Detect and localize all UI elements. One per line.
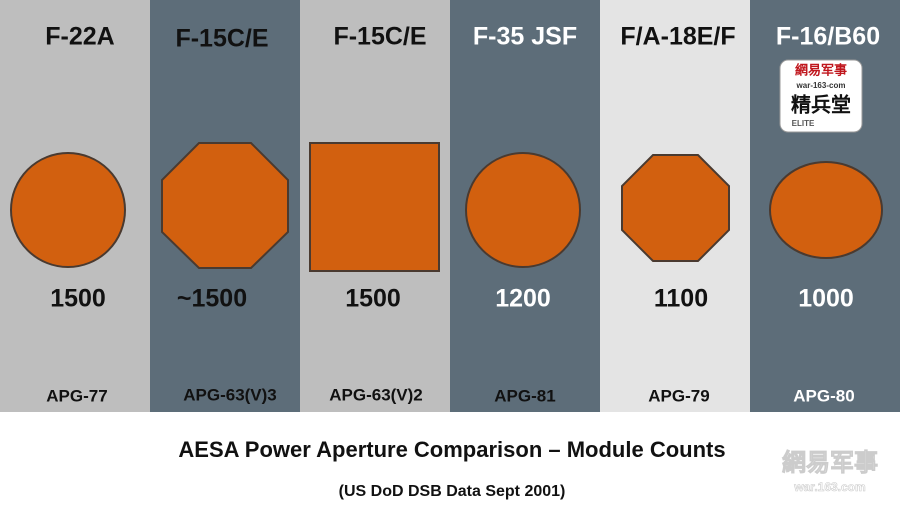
watermark-brand: 網易军事 [782,449,878,476]
radar-name: APG-63(V)3 [183,385,277,404]
aircraft-name: F/A-18E/F [620,23,735,51]
aircraft-name: F-15C/E [175,25,268,53]
aircraft-name: F-22A [45,23,114,51]
title: AESA Power Aperture Comparison – Module … [178,437,725,462]
module-count: 1500 [345,285,401,313]
aircraft-name: F-16/B60 [776,23,880,51]
aperture-shape [309,142,440,272]
aircraft-name: F-15C/E [333,23,426,51]
radar-name: APG-80 [793,386,854,405]
logo-site: war-163-com [796,81,846,90]
aperture-shape [465,152,581,268]
aperture-shape [769,161,883,259]
subtitle: (US DoD DSB Data Sept 2001) [339,483,566,500]
logo-brand: 網易军事 [795,62,847,77]
module-count: 1500 [50,285,106,313]
aperture-shape [10,152,126,268]
logo-box [779,59,863,133]
logo-tag: ELITE [792,119,815,128]
logo: 網易军事 war-163-com 精兵堂 ELITE [779,59,863,133]
logo-name: 精兵堂 [791,92,851,116]
aircraft-name: F-35 JSF [473,23,577,51]
module-count: ~1500 [177,285,247,313]
radar-name: APG-81 [494,386,555,405]
module-count: 1000 [798,285,854,313]
watermark-site: war.163.com [793,480,865,494]
module-count: 1200 [495,285,551,313]
aperture-shape [161,142,289,269]
radar-name: APG-77 [46,386,107,405]
aperture-shape [621,154,730,262]
radar-name: APG-79 [648,386,709,405]
module-count: 1100 [654,285,708,313]
radar-name: APG-63(V)2 [329,385,423,404]
